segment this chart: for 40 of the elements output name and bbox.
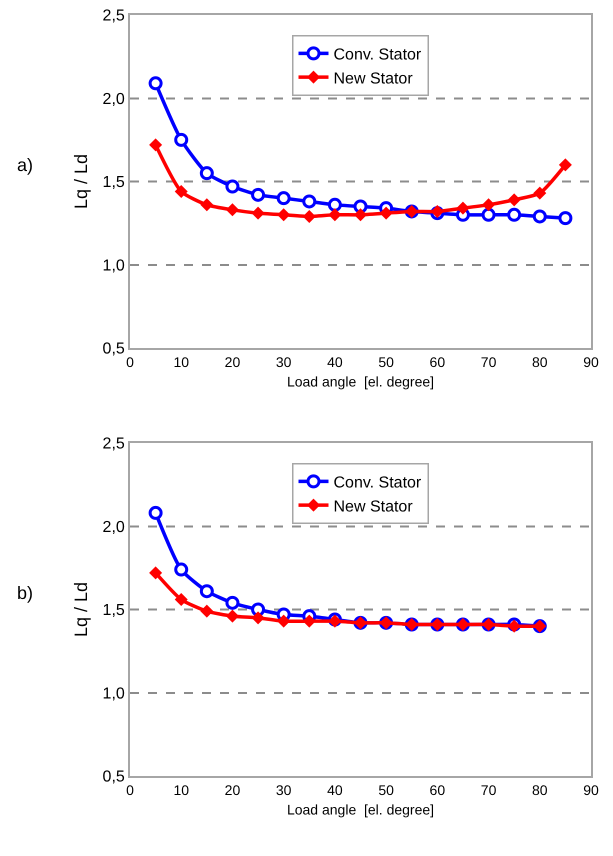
legend-label: New Stator	[334, 70, 414, 88]
x-tick-label: 80	[532, 354, 548, 370]
x-tick-label: 10	[173, 354, 190, 370]
x-tick-label: 90	[583, 782, 599, 798]
x-tick-label: 60	[430, 782, 446, 798]
y-tick-label: 1,5	[102, 602, 125, 620]
y-tick-label: 2,5	[102, 8, 125, 25]
y-tick-label: 1,0	[102, 685, 125, 702]
x-tick-label: 30	[276, 354, 292, 370]
y-tick-label: 2,0	[102, 518, 125, 536]
x-tick-label: 60	[430, 354, 446, 370]
x-tick-label: 40	[327, 354, 343, 370]
legend-label: Conv. Stator	[334, 474, 422, 492]
x-tick-label: 0	[126, 782, 134, 798]
x-tick-label: 50	[378, 782, 394, 798]
text: a)	[17, 155, 34, 175]
x-tick-label: 30	[276, 782, 292, 798]
x-tick-label: 90	[583, 354, 599, 370]
legend-label: New Stator	[334, 498, 414, 516]
x-tick-label: 10	[173, 782, 190, 798]
x-tick-label: 20	[224, 354, 240, 370]
text: b)	[17, 583, 34, 603]
y-axis-title: Lq / Ld	[71, 154, 92, 210]
x-tick-label: 80	[532, 782, 548, 798]
y-tick-label: 1,0	[102, 257, 125, 274]
x-tick-label: 70	[480, 782, 497, 798]
x-axis-title: Load angle [el. degree]	[286, 374, 434, 390]
y-tick-label: 2,5	[102, 436, 125, 453]
y-tick-label: 1,5	[102, 174, 125, 192]
y-tick-label: 2,0	[102, 90, 125, 108]
y-tick-label: 0,5	[102, 768, 125, 786]
x-tick-label: 70	[480, 354, 497, 370]
x-tick-label: 40	[327, 782, 343, 798]
legend-label: Conv. Stator	[334, 46, 422, 64]
x-tick-label: 20	[224, 782, 240, 798]
x-axis-title: Load angle [el. degree]	[286, 802, 434, 818]
x-tick-label: 0	[126, 354, 134, 370]
y-axis-title: Lq / Ld	[71, 582, 92, 638]
y-tick-label: 0,5	[102, 340, 125, 358]
x-tick-label: 50	[378, 354, 394, 370]
